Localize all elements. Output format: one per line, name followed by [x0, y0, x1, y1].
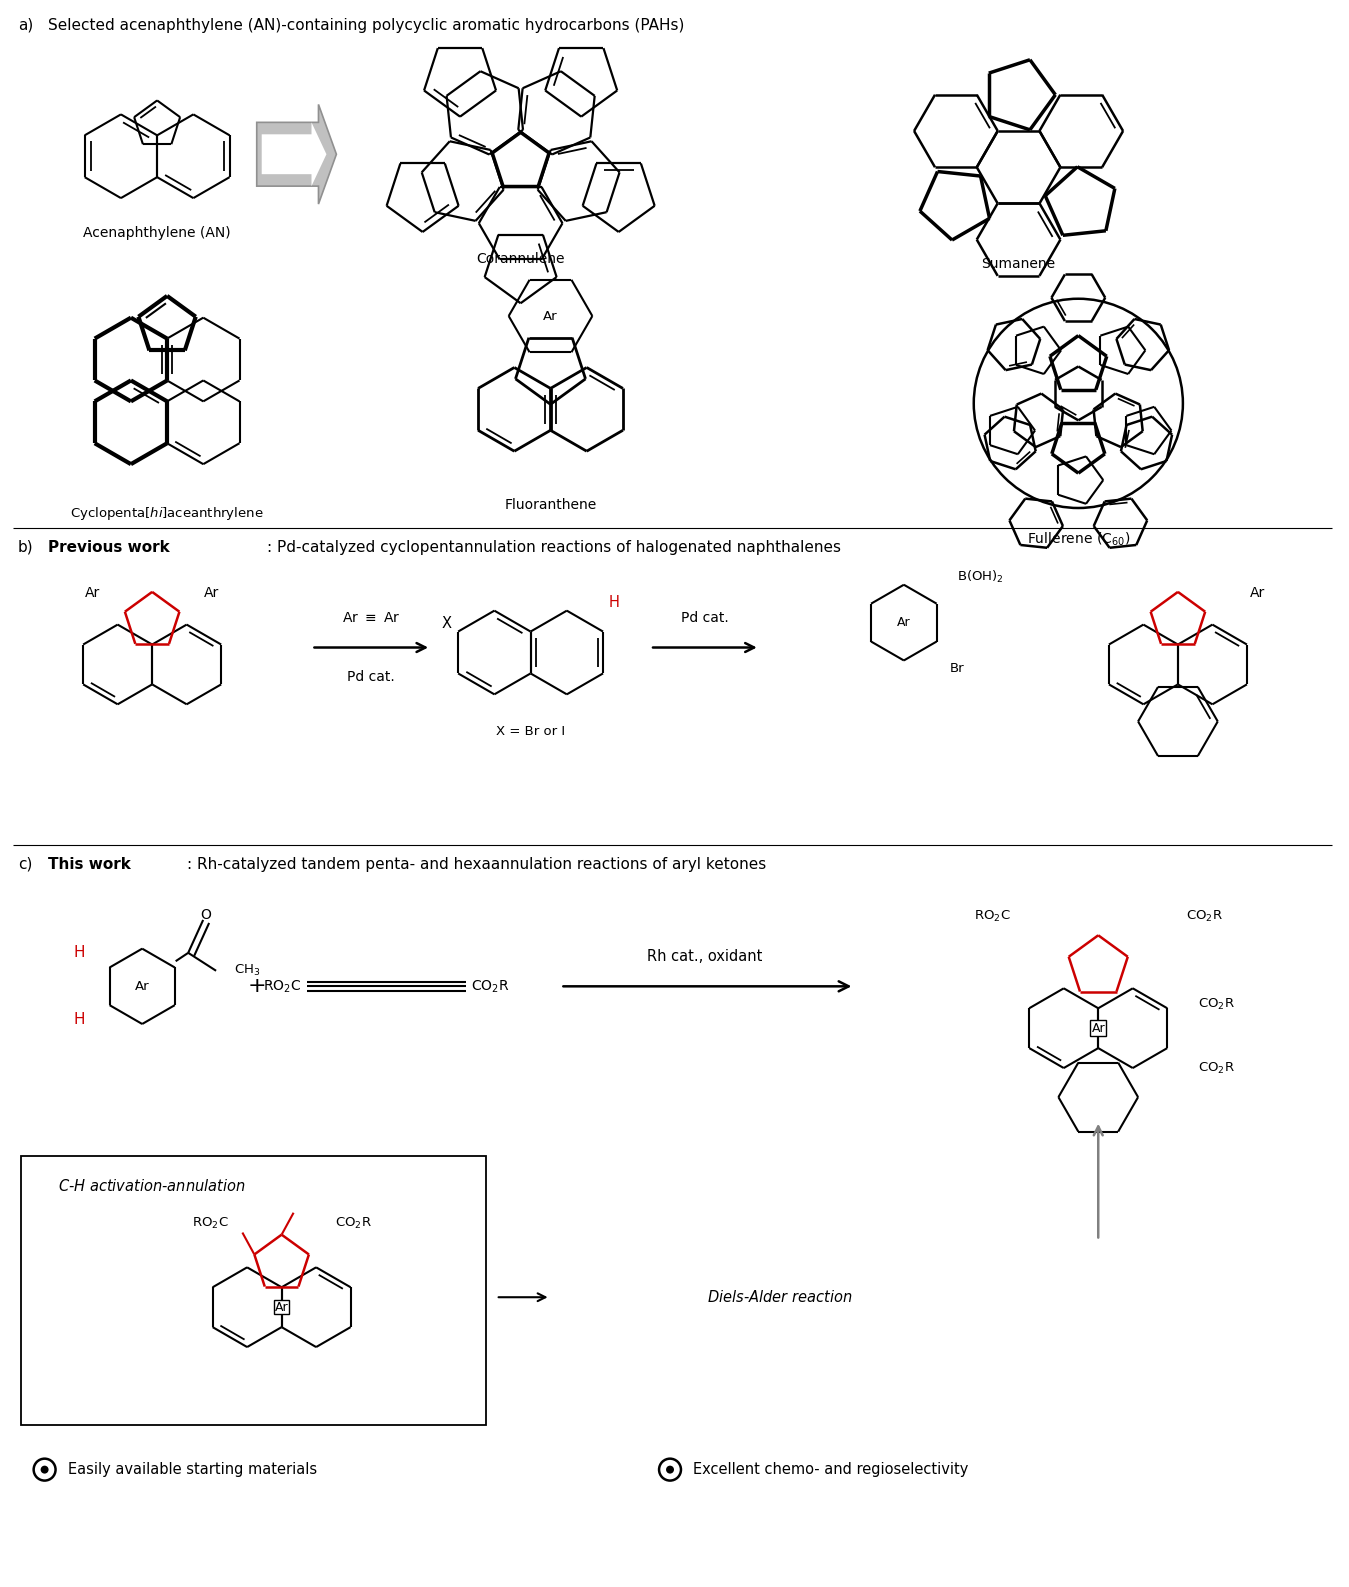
Text: Previous work: Previous work	[47, 540, 170, 555]
Text: b): b)	[18, 540, 34, 555]
Text: RO$_2$C: RO$_2$C	[974, 909, 1010, 924]
Text: $\it{Diels}$-$\it{Alder}$ $\it{reaction}$: $\it{Diels}$-$\it{Alder}$ $\it{reaction}…	[707, 1289, 853, 1305]
Text: Sumanene: Sumanene	[982, 257, 1056, 271]
Text: X: X	[442, 616, 452, 630]
Text: Ar: Ar	[135, 979, 150, 993]
Text: RO$_2$C: RO$_2$C	[263, 978, 302, 995]
Polygon shape	[256, 105, 336, 205]
Text: This work: This work	[47, 857, 131, 871]
Text: Pd cat.: Pd cat.	[348, 670, 395, 684]
Text: B(OH)$_2$: B(OH)$_2$	[956, 570, 1004, 586]
Text: CO$_2$R: CO$_2$R	[1198, 1060, 1234, 1076]
Text: Ar: Ar	[85, 586, 100, 600]
Polygon shape	[262, 122, 326, 186]
Text: X = Br or I: X = Br or I	[496, 725, 565, 738]
Text: CH$_3$: CH$_3$	[233, 963, 260, 978]
Text: : Rh-catalyzed tandem penta- and hexaannulation reactions of aryl ketones: : Rh-catalyzed tandem penta- and hexaann…	[188, 857, 766, 871]
Text: $\it{C}$-$\it{H}$ $\it{activation}$-$\it{annulation}$: $\it{C}$-$\it{H}$ $\it{activation}$-$\it…	[58, 1178, 246, 1193]
Text: Ar: Ar	[544, 309, 558, 322]
Text: a): a)	[18, 17, 32, 33]
Text: Fullerene (C$_{60}$): Fullerene (C$_{60}$)	[1027, 532, 1130, 549]
Text: Acenaphthylene (AN): Acenaphthylene (AN)	[84, 225, 231, 240]
Text: Selected acenaphthylene (AN)-containing polycyclic aromatic hydrocarbons (PAHs): Selected acenaphthylene (AN)-containing …	[47, 17, 684, 33]
Text: c): c)	[18, 857, 32, 871]
Text: Fluoranthene: Fluoranthene	[505, 498, 596, 513]
Circle shape	[666, 1466, 674, 1474]
Text: CO$_2$R: CO$_2$R	[471, 978, 510, 995]
Text: CO$_2$R: CO$_2$R	[1198, 997, 1234, 1013]
Text: Ar: Ar	[204, 586, 220, 600]
Text: +: +	[247, 976, 266, 997]
Text: Ar: Ar	[1251, 586, 1265, 600]
Text: Cyclopenta[$\it{hi}$]aceanthrylene: Cyclopenta[$\it{hi}$]aceanthrylene	[70, 505, 264, 522]
Text: Ar: Ar	[1091, 1022, 1105, 1035]
Text: O: O	[201, 908, 212, 922]
Text: CO$_2$R: CO$_2$R	[1186, 909, 1222, 924]
Text: Rh cat., oxidant: Rh cat., oxidant	[648, 949, 762, 965]
Circle shape	[40, 1466, 49, 1474]
Text: Easily available starting materials: Easily available starting materials	[67, 1462, 317, 1477]
Text: Pd cat.: Pd cat.	[681, 611, 728, 625]
Text: CO$_2$R: CO$_2$R	[335, 1216, 372, 1232]
Text: Ar $\equiv$ Ar: Ar $\equiv$ Ar	[343, 611, 401, 625]
FancyBboxPatch shape	[20, 1155, 486, 1425]
Text: RO$_2$C: RO$_2$C	[192, 1216, 228, 1232]
Text: Corannulene: Corannulene	[476, 252, 565, 267]
Text: H: H	[74, 946, 85, 960]
Text: Ar: Ar	[275, 1301, 289, 1314]
Text: Br: Br	[950, 662, 965, 674]
Text: : Pd-catalyzed cyclopentannulation reactions of halogenated naphthalenes: : Pd-catalyzed cyclopentannulation react…	[267, 540, 840, 555]
Text: H: H	[74, 1013, 85, 1027]
Text: H: H	[608, 595, 619, 609]
Text: Ar: Ar	[897, 616, 911, 628]
Text: Excellent chemo- and regioselectivity: Excellent chemo- and regioselectivity	[693, 1462, 969, 1477]
